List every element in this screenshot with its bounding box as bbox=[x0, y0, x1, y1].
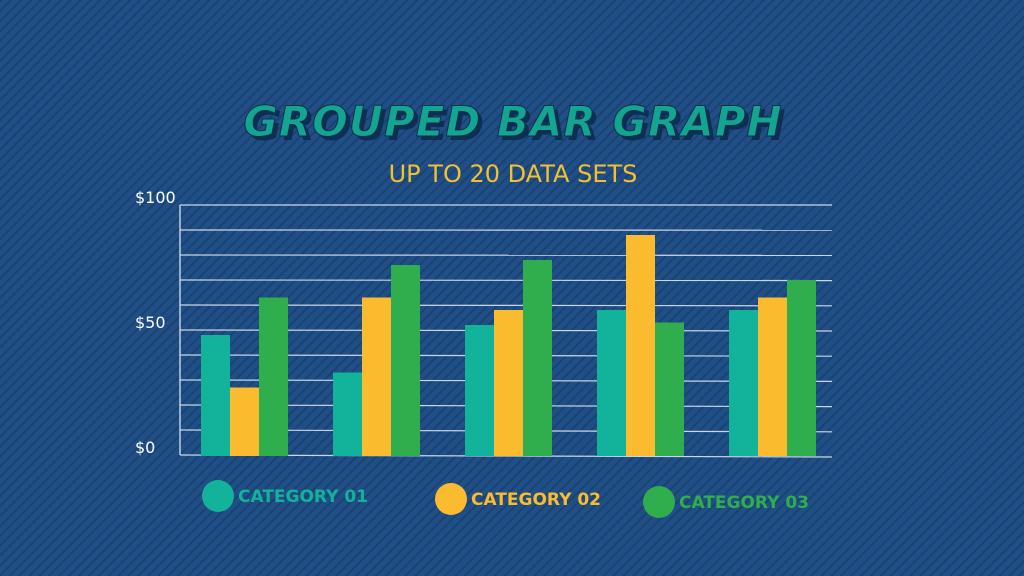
chart-title-shadow: GROUPED BAR GRAPH bbox=[247, 101, 786, 150]
bar bbox=[655, 322, 684, 456]
bar bbox=[523, 260, 552, 456]
legend-swatch bbox=[435, 483, 467, 515]
bars bbox=[201, 235, 816, 456]
bar bbox=[362, 297, 391, 456]
legend-label: CATEGORY 01 bbox=[238, 487, 368, 507]
bar bbox=[758, 297, 787, 456]
legend-swatch bbox=[202, 480, 234, 512]
chart-subtitle: UP TO 20 DATA SETS bbox=[389, 160, 638, 188]
y-tick-label: $0 bbox=[135, 438, 155, 457]
gridline bbox=[179, 279, 833, 282]
chart-title: GROUPED BAR GRAPH bbox=[243, 97, 782, 146]
bar bbox=[259, 297, 288, 456]
bar bbox=[391, 265, 420, 456]
bar bbox=[787, 280, 816, 456]
legend: CATEGORY 01 CATEGORY 02 CATEGORY 03 bbox=[202, 480, 809, 518]
bar bbox=[626, 235, 655, 456]
y-axis-ticks: $0 $50 $100 bbox=[135, 188, 176, 457]
bar bbox=[729, 310, 758, 456]
bar bbox=[333, 372, 362, 456]
y-tick-label: $50 bbox=[135, 313, 166, 332]
legend-swatch bbox=[643, 486, 675, 518]
bar bbox=[465, 325, 494, 456]
bar bbox=[201, 335, 230, 456]
gridline bbox=[179, 304, 833, 307]
legend-label: CATEGORY 02 bbox=[471, 490, 601, 510]
legend-label: CATEGORY 03 bbox=[679, 493, 809, 513]
bar bbox=[230, 387, 259, 456]
y-tick-label: $100 bbox=[135, 188, 176, 207]
bar bbox=[494, 310, 523, 456]
bar bbox=[597, 310, 626, 456]
